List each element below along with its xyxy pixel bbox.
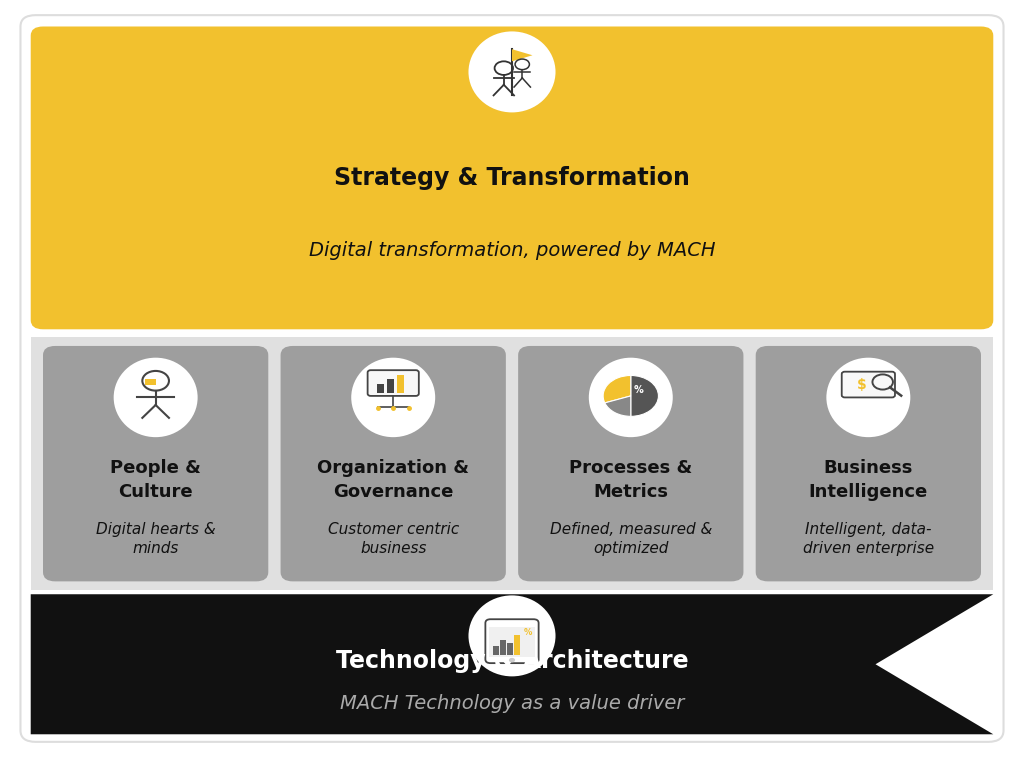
FancyBboxPatch shape: [281, 346, 506, 581]
Bar: [387, 379, 394, 393]
Wedge shape: [603, 375, 631, 403]
Text: Strategy & Transformation: Strategy & Transformation: [334, 166, 690, 190]
FancyBboxPatch shape: [485, 619, 539, 663]
Ellipse shape: [469, 31, 555, 112]
Text: %: %: [634, 385, 644, 395]
Circle shape: [509, 658, 515, 662]
FancyBboxPatch shape: [20, 15, 1004, 742]
Text: Digital hearts &
minds: Digital hearts & minds: [96, 522, 215, 556]
Text: MACH Technology as a value driver: MACH Technology as a value driver: [340, 694, 684, 713]
Text: Organization &
Governance: Organization & Governance: [317, 459, 469, 501]
Text: Customer centric
business: Customer centric business: [328, 522, 459, 556]
Ellipse shape: [351, 357, 435, 437]
Text: Technology & Architecture: Technology & Architecture: [336, 650, 688, 674]
Text: People &
Culture: People & Culture: [111, 459, 201, 501]
Wedge shape: [605, 396, 631, 416]
Text: Business
Intelligence: Business Intelligence: [809, 459, 928, 501]
FancyBboxPatch shape: [842, 372, 895, 397]
Ellipse shape: [114, 357, 198, 437]
FancyBboxPatch shape: [43, 346, 268, 581]
Bar: [493, 646, 499, 655]
Bar: [31, 337, 993, 590]
Text: Digital transformation, powered by MACH: Digital transformation, powered by MACH: [309, 241, 715, 260]
Ellipse shape: [826, 357, 910, 437]
FancyBboxPatch shape: [368, 370, 419, 396]
Bar: [145, 378, 156, 385]
Polygon shape: [31, 594, 993, 734]
Ellipse shape: [589, 357, 673, 437]
Bar: [377, 384, 384, 393]
Bar: [507, 643, 513, 655]
Bar: [500, 640, 506, 655]
FancyBboxPatch shape: [31, 26, 993, 329]
Bar: [397, 375, 404, 393]
Text: Intelligent, data-
driven enterprise: Intelligent, data- driven enterprise: [803, 522, 934, 556]
FancyBboxPatch shape: [518, 346, 743, 581]
Wedge shape: [631, 375, 658, 416]
Text: Defined, measured &
optimized: Defined, measured & optimized: [550, 522, 712, 556]
Polygon shape: [512, 49, 532, 61]
Bar: [514, 635, 520, 655]
Ellipse shape: [469, 595, 555, 677]
Bar: [489, 627, 535, 657]
Text: Processes &
Metrics: Processes & Metrics: [569, 459, 692, 501]
Text: %: %: [524, 628, 532, 637]
Text: $: $: [857, 378, 867, 391]
FancyBboxPatch shape: [756, 346, 981, 581]
